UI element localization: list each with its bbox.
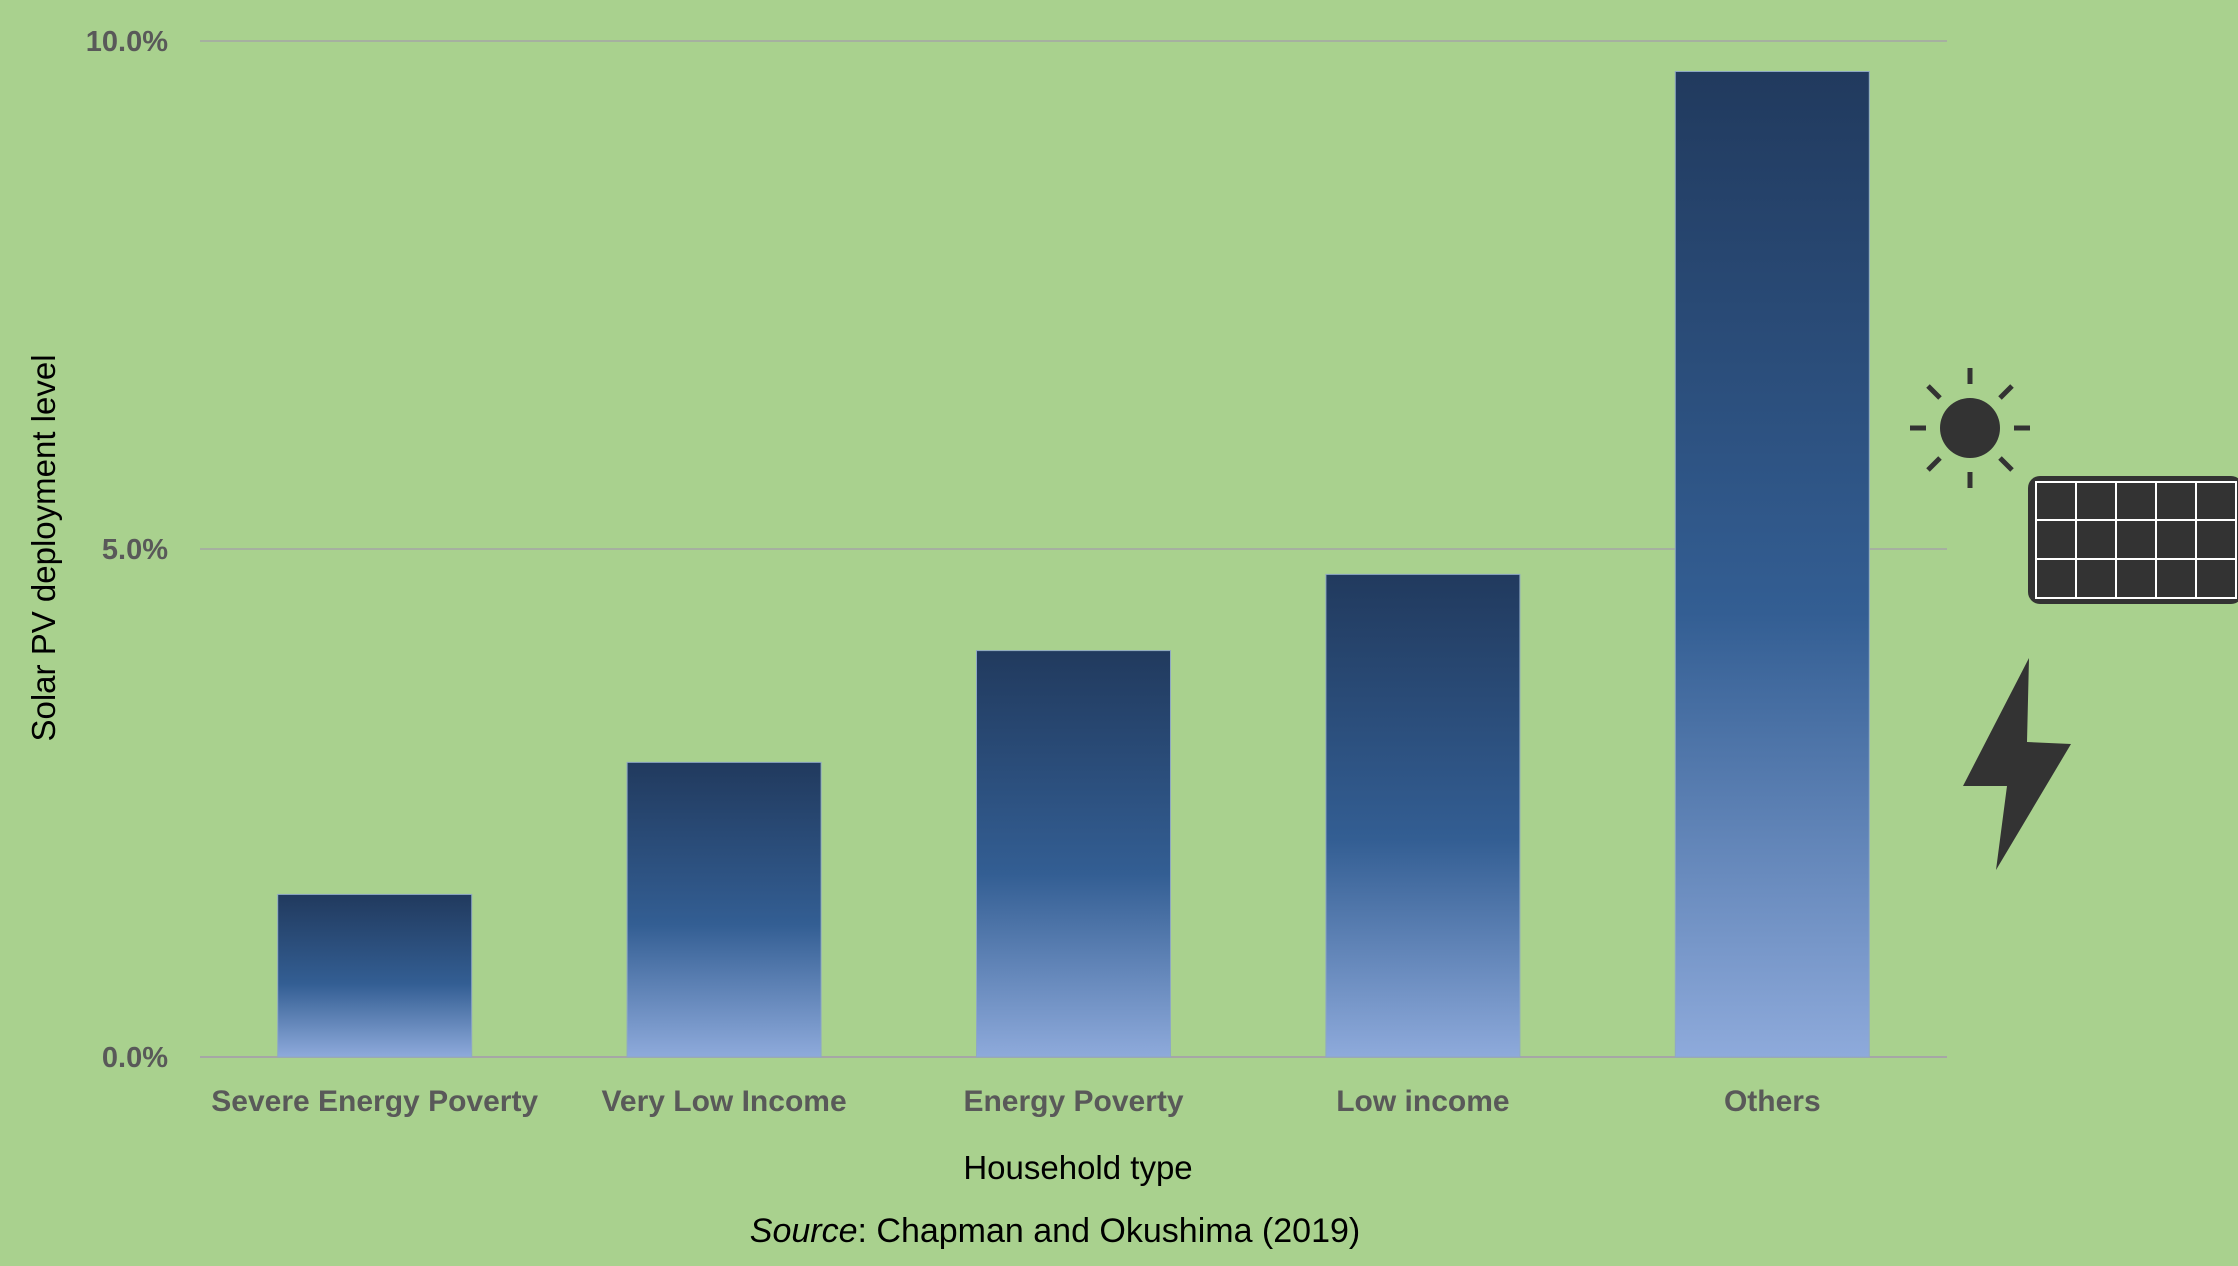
lightning-bolt-icon — [1963, 658, 2071, 870]
bars — [277, 70, 1870, 1058]
source-note: Source: Chapman and Okushima (2019) — [0, 1212, 2110, 1251]
y-tick-labels: 0.0% 5.0% 10.0% — [86, 26, 168, 1074]
x-category-labels: Severe Energy Poverty Very Low Income Ener… — [211, 1085, 1820, 1118]
x-category-label: Low income — [1336, 1085, 1509, 1118]
bar — [1674, 70, 1870, 1058]
source-text: : Chapman and Okushima (2019) — [857, 1212, 1361, 1250]
y-tick-label: 0.0% — [102, 1042, 168, 1074]
bar — [976, 650, 1171, 1058]
x-category-label: Others — [1724, 1085, 1821, 1118]
bar — [626, 761, 822, 1058]
x-axis-title: Household type — [963, 1149, 1192, 1186]
bar — [277, 893, 473, 1058]
x-category-label: Energy Poverty — [963, 1085, 1183, 1118]
sun-icon — [1910, 368, 2030, 488]
solar-panel-icon — [2028, 476, 2238, 604]
y-tick-label: 5.0% — [102, 534, 168, 566]
y-axis-title: Solar PV deployment level — [25, 354, 62, 741]
x-category-label: Very Low Income — [602, 1085, 847, 1118]
x-category-label: Severe Energy Poverty — [211, 1085, 538, 1118]
source-label: Source — [749, 1212, 858, 1250]
y-tick-label: 10.0% — [86, 26, 168, 58]
bar — [1325, 573, 1521, 1058]
